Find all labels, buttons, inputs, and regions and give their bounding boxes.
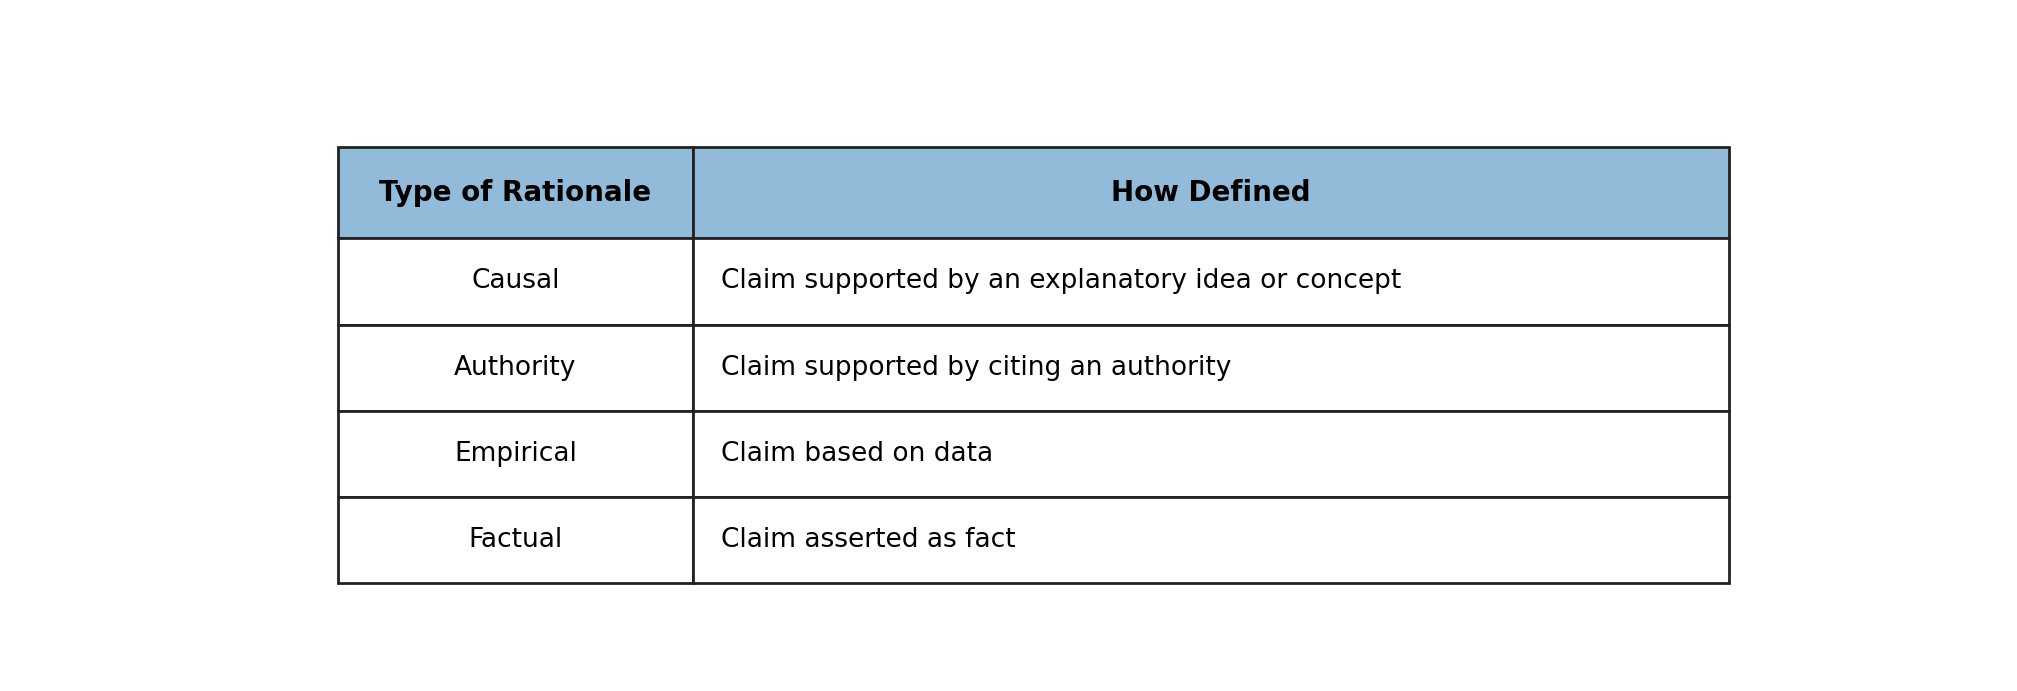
Bar bbox=[694, 325, 1729, 410]
Text: Causal: Causal bbox=[472, 269, 561, 294]
Text: How Defined: How Defined bbox=[1111, 178, 1311, 207]
Bar bbox=[339, 497, 694, 583]
Bar bbox=[694, 146, 1729, 238]
Text: Factual: Factual bbox=[468, 527, 563, 553]
Bar bbox=[694, 238, 1729, 325]
Text: Authority: Authority bbox=[454, 354, 577, 381]
Text: Empirical: Empirical bbox=[454, 441, 577, 467]
Bar bbox=[694, 497, 1729, 583]
Text: Claim based on data: Claim based on data bbox=[720, 441, 992, 467]
Text: Claim supported by an explanatory idea or concept: Claim supported by an explanatory idea o… bbox=[720, 269, 1402, 294]
Bar bbox=[339, 238, 694, 325]
Text: Type of Rationale: Type of Rationale bbox=[379, 178, 651, 207]
Bar bbox=[339, 410, 694, 497]
Bar bbox=[339, 146, 694, 238]
Text: Claim asserted as fact: Claim asserted as fact bbox=[720, 527, 1017, 553]
Bar bbox=[694, 410, 1729, 497]
Bar bbox=[339, 325, 694, 410]
Text: Claim supported by citing an authority: Claim supported by citing an authority bbox=[720, 354, 1230, 381]
